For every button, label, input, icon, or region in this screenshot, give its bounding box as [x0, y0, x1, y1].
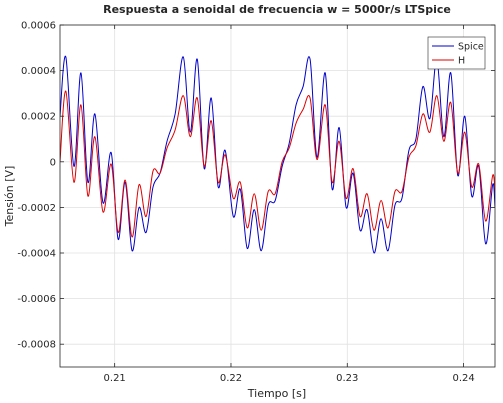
x-axis-label: Tiempo [s] [247, 387, 306, 400]
axis-ticks: 0.21 0.22 0.23 0.24 -0.0008 -0.0006 -0.0004 -0.… [17, 21, 495, 384]
y-axis-label: Tensión [V] [3, 166, 16, 228]
x-tick-label: 0.23 [336, 373, 358, 384]
y-tick-label: -0.0008 [17, 340, 56, 351]
legend-label: H [458, 56, 465, 67]
y-tick-label: -0.0006 [17, 294, 56, 305]
legend: Spice H [427, 36, 486, 70]
chart-title: Respuesta a senoidal de frecuencia w = 5… [103, 3, 451, 16]
y-tick-label: 0 [50, 157, 56, 168]
series-layer [60, 55, 495, 254]
x-tick-label: 0.22 [220, 373, 242, 384]
x-tick-label: 0.21 [104, 373, 126, 384]
legend-label: Spice [458, 42, 484, 53]
legend-box [427, 36, 486, 70]
y-tick-label: 0.0006 [21, 21, 56, 32]
y-tick-label: -0.0004 [17, 249, 56, 260]
y-tick-label: 0.0002 [21, 112, 56, 123]
y-tick-label: -0.0002 [17, 203, 56, 214]
x-tick-label: 0.24 [452, 373, 474, 384]
plot-frame [59, 24, 496, 368]
plot-area [60, 25, 495, 367]
series-line-h [60, 90, 495, 238]
y-tick-label: 0.0004 [21, 66, 56, 77]
